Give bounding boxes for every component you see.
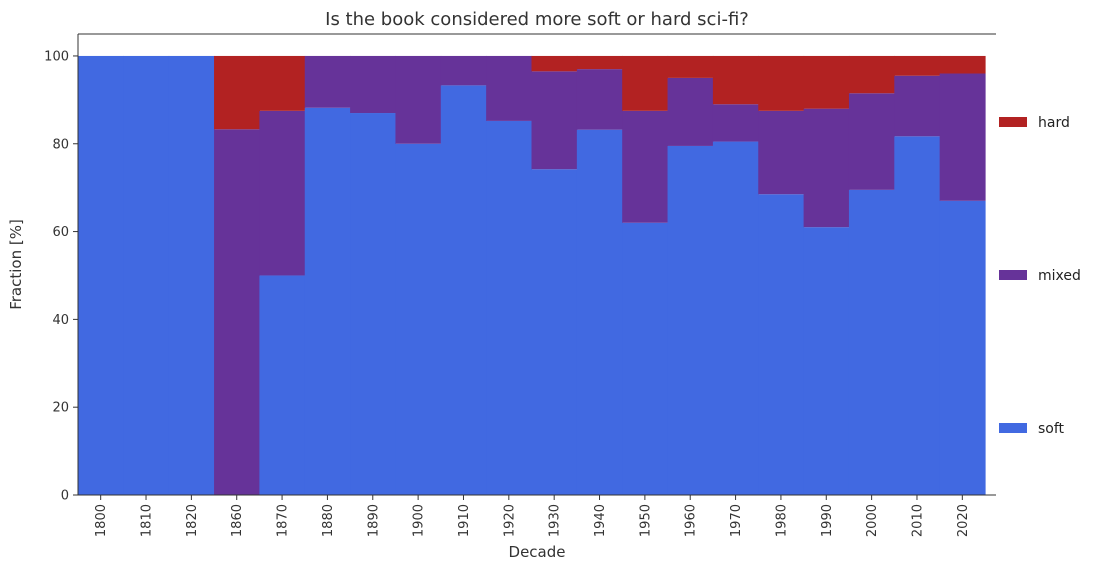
bar-mixed-1860 [214, 129, 260, 495]
bar-soft-1880 [304, 107, 351, 495]
chart-title: Is the book considered more soft or hard… [325, 9, 749, 30]
legend-label-mixed: mixed [1038, 268, 1081, 284]
bar-soft-1930 [531, 169, 578, 496]
bar-soft-1950 [622, 222, 669, 496]
bar-hard-1940 [576, 55, 623, 70]
bar-mixed-1950 [622, 110, 669, 223]
legend-label-hard: hard [1038, 115, 1070, 131]
bar-mixed-1980 [758, 110, 805, 195]
bar-mixed-1890 [350, 55, 397, 114]
x-tick-label: 1980 [774, 504, 789, 537]
x-tick-label: 1870 [276, 504, 291, 537]
x-axis-label: Decade [509, 543, 566, 561]
legend-swatch-mixed [999, 270, 1027, 280]
bar-mixed-1970 [712, 104, 759, 142]
legend-swatch-soft [999, 423, 1027, 433]
bar-mixed-1870 [259, 110, 306, 276]
legend-swatch-hard [999, 117, 1027, 127]
x-tick-label: 1990 [820, 504, 835, 537]
bar-mixed-1920 [486, 55, 533, 121]
y-tick-label: 40 [52, 313, 69, 328]
x-tick-label: 1880 [321, 504, 336, 537]
bar-hard-1970 [712, 55, 759, 105]
bar-hard-2010 [894, 55, 941, 76]
x-tick-label: 1960 [684, 504, 699, 537]
x-tick-label: 1970 [729, 504, 744, 537]
bar-hard-1870 [259, 55, 306, 111]
bar-mixed-2020 [939, 73, 986, 201]
y-tick-label: 20 [52, 401, 69, 416]
bar-mixed-1990 [803, 108, 850, 228]
bar-soft-1920 [486, 120, 533, 496]
bar-soft-1890 [350, 113, 397, 495]
bar-soft-2000 [848, 189, 895, 496]
bar-soft-1820 [168, 55, 215, 495]
bar-soft-1900 [395, 143, 442, 495]
x-tick-label: 2020 [956, 504, 971, 537]
bar-soft-1870 [259, 275, 306, 495]
legend-label-soft: soft [1038, 421, 1065, 437]
x-tick-label: 1860 [230, 504, 245, 537]
x-tick-label: 1920 [502, 504, 517, 537]
bar-mixed-1930 [531, 71, 578, 170]
bar-soft-1970 [712, 141, 759, 495]
y-tick-label: 60 [52, 225, 69, 240]
y-axis-label: Fraction [%] [7, 219, 25, 310]
y-tick-label: 0 [61, 489, 69, 504]
bar-soft-2010 [894, 136, 941, 496]
bar-mixed-1900 [395, 55, 442, 144]
x-tick-label: 1910 [457, 504, 472, 537]
bar-hard-1990 [803, 55, 850, 109]
x-tick-label: 2010 [910, 504, 925, 537]
bars-group [78, 55, 986, 496]
x-tick-label: 1800 [94, 504, 109, 537]
bar-mixed-2000 [848, 93, 895, 190]
x-tick-label: 2000 [865, 504, 880, 537]
axes-group: 0 20 40 60 80 100 1800 1810 1820 1860 1870 1880 1890… [44, 33, 996, 537]
bar-soft-1800 [78, 55, 124, 495]
x-tick-label: 1890 [366, 504, 381, 537]
bar-soft-1960 [667, 145, 714, 495]
bar-mixed-1940 [576, 69, 623, 130]
bar-hard-1950 [622, 55, 669, 111]
bar-soft-2020 [939, 200, 986, 495]
bar-hard-1960 [667, 55, 714, 78]
y-tick-label: 80 [52, 137, 69, 152]
bar-soft-1990 [803, 227, 850, 495]
bar-mixed-2010 [894, 75, 941, 137]
x-tick-label: 1820 [185, 504, 200, 537]
y-tick-label: 100 [44, 49, 69, 64]
x-tick-label: 1900 [412, 504, 427, 537]
bar-mixed-1960 [667, 77, 714, 146]
legend: hard mixed soft [999, 115, 1081, 437]
bar-hard-1930 [531, 55, 578, 72]
bar-soft-1910 [440, 85, 487, 496]
bar-hard-2020 [939, 55, 986, 74]
bar-hard-2000 [848, 55, 895, 94]
bar-hard-1860 [214, 55, 260, 130]
x-tick-label: 1930 [548, 504, 563, 537]
bar-soft-1810 [123, 55, 170, 495]
x-tick-label: 1810 [140, 504, 155, 537]
bar-hard-1980 [758, 55, 805, 111]
x-tick-label: 1950 [638, 504, 653, 537]
bar-soft-1980 [758, 194, 805, 495]
bar-mixed-1880 [304, 55, 351, 108]
bar-soft-1940 [576, 129, 623, 495]
x-tick-label: 1940 [593, 504, 608, 537]
bar-mixed-1910 [440, 55, 487, 86]
